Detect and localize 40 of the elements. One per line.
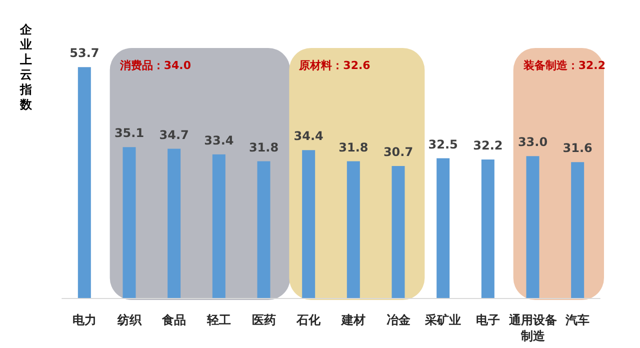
bar [392,166,405,298]
bar [481,160,494,298]
bar [571,162,584,298]
data-label: 33.0 [518,135,548,150]
x-tick-label: 通用设备制造 [508,313,557,343]
data-label: 34.4 [294,129,324,144]
x-tick-label: 冶金 [386,313,412,327]
bar [122,147,136,298]
bar [168,148,181,298]
bar [526,156,540,298]
bar [257,161,270,298]
band-label: 消费品：34.0 [118,59,192,72]
data-label: 32.2 [473,138,503,153]
data-label: 30.7 [383,144,414,159]
bar [346,161,360,298]
data-label: 35.1 [114,126,144,140]
data-label: 53.7 [70,46,100,60]
x-tick-label: 轻工 [206,313,231,327]
data-label: 31.8 [338,140,368,154]
data-label: 34.7 [159,128,189,142]
x-tick-label: 纺织 [116,313,142,327]
bar [212,154,226,298]
data-label: 32.5 [428,137,458,152]
data-label: 33.4 [204,133,234,148]
x-tick-label: 采矿业 [424,313,462,327]
x-tick-label: 电子 [476,313,500,327]
x-tick-label: 汽车 [564,313,590,327]
y-axis-title: 企业上云指数 [19,22,33,112]
bar [302,150,316,298]
x-tick-label: 石化 [296,313,322,327]
data-label: 31.6 [562,141,592,156]
bar [78,67,91,298]
x-tick-label: 医药 [252,313,276,327]
band-label: 装备制造：32.2 [522,59,606,72]
x-tick-label: 建材 [340,313,366,327]
x-tick-label: 食品 [161,313,186,327]
band-label: 原材料：32.6 [298,59,371,72]
bar [436,158,450,298]
x-tick-label: 电力 [72,313,96,327]
data-label: 31.8 [248,140,279,154]
